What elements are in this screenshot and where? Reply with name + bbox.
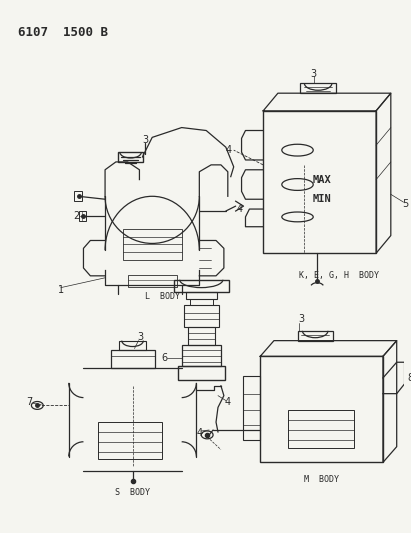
Bar [242, 376, 260, 440]
Bar [123, 229, 182, 260]
Bar [187, 327, 215, 344]
Text: 3: 3 [137, 332, 143, 342]
Text: 3: 3 [142, 135, 148, 146]
Bar [174, 280, 229, 292]
Text: 8: 8 [407, 373, 411, 383]
Bar [98, 422, 162, 459]
Text: 4: 4 [225, 398, 231, 408]
Text: S  BODY: S BODY [115, 488, 150, 497]
Bar [111, 351, 155, 368]
Bar [186, 292, 217, 300]
Bar [118, 152, 143, 162]
Bar [182, 344, 221, 366]
Text: 4: 4 [236, 204, 242, 214]
Text: 5: 5 [402, 199, 409, 209]
Bar [184, 305, 219, 327]
Bar [260, 357, 383, 463]
Bar [298, 331, 333, 341]
Bar [263, 111, 376, 253]
Bar [178, 366, 225, 380]
Bar [189, 300, 213, 305]
Text: 4: 4 [226, 145, 232, 155]
Text: 3: 3 [310, 69, 316, 78]
Bar [288, 410, 354, 448]
Text: MAX: MAX [312, 175, 331, 184]
Bar [74, 191, 81, 201]
Text: MIN: MIN [312, 194, 331, 204]
Text: 7: 7 [26, 398, 32, 408]
Text: 6: 6 [161, 353, 167, 364]
Bar [79, 211, 86, 221]
Bar [128, 275, 177, 287]
Text: L  BODY: L BODY [145, 293, 180, 301]
Bar [119, 341, 146, 351]
Text: 6107  1500 B: 6107 1500 B [18, 27, 108, 39]
Text: 2: 2 [74, 211, 80, 221]
Text: 4: 4 [196, 428, 202, 438]
Text: M  BODY: M BODY [304, 475, 339, 484]
Text: K, E, G, H  BODY: K, E, G, H BODY [299, 271, 379, 280]
Bar [300, 83, 336, 93]
Text: 3: 3 [298, 314, 305, 324]
Text: 1: 1 [58, 285, 64, 295]
